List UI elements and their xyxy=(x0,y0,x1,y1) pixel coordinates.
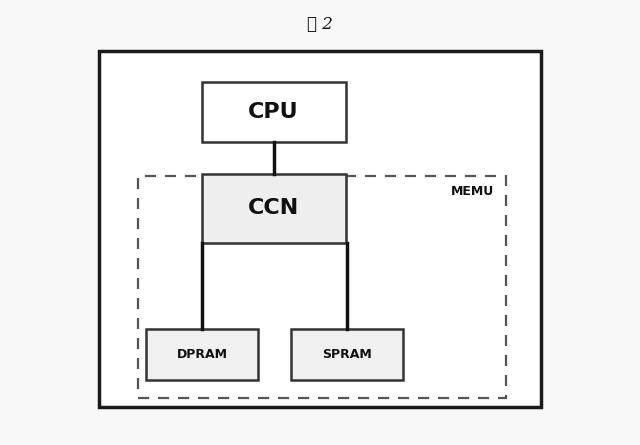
Text: MEMU: MEMU xyxy=(451,185,494,198)
Text: DPRAM: DPRAM xyxy=(177,348,227,361)
Text: 図 2: 図 2 xyxy=(307,16,333,33)
FancyBboxPatch shape xyxy=(202,82,346,142)
Text: CCN: CCN xyxy=(248,198,300,218)
FancyBboxPatch shape xyxy=(202,174,346,243)
FancyBboxPatch shape xyxy=(291,329,403,380)
Text: CPU: CPU xyxy=(248,102,299,122)
FancyBboxPatch shape xyxy=(138,176,506,398)
FancyBboxPatch shape xyxy=(146,329,258,380)
Text: SPRAM: SPRAM xyxy=(323,348,372,361)
FancyBboxPatch shape xyxy=(99,51,541,407)
